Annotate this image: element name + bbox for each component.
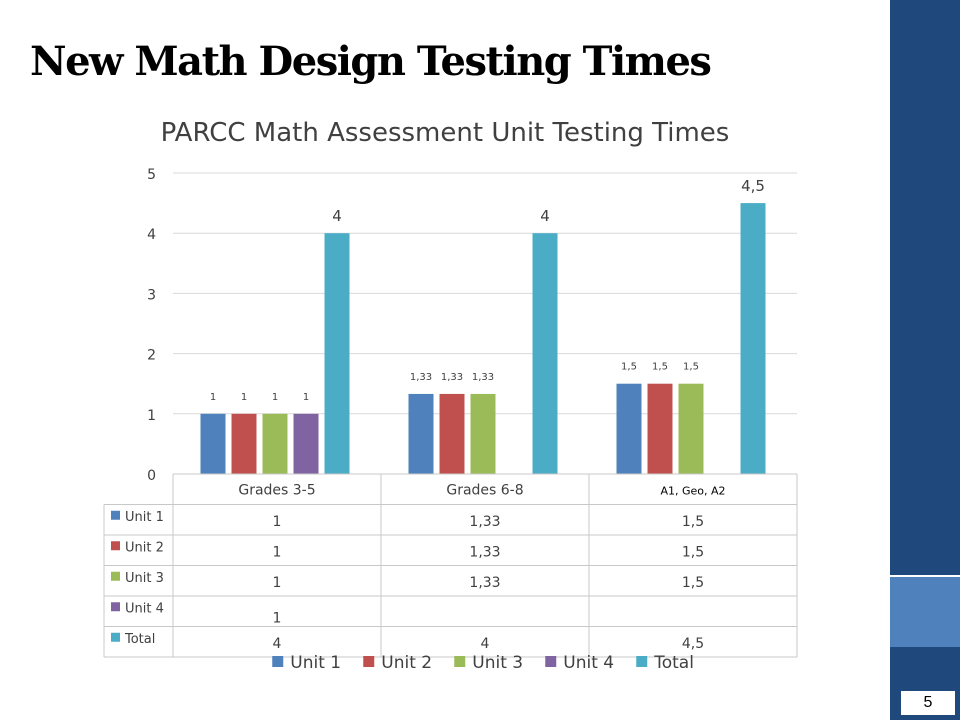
bar bbox=[262, 413, 288, 474]
bar bbox=[647, 383, 673, 474]
data-label: 4,5 bbox=[741, 177, 765, 195]
table-cell: 1 bbox=[273, 544, 282, 560]
data-label: 1,33 bbox=[472, 372, 494, 383]
table-row-label: Unit 1 bbox=[125, 510, 164, 525]
table-cell: 1 bbox=[273, 575, 282, 591]
page-number: 5 bbox=[900, 690, 956, 716]
y-tick-label: 5 bbox=[147, 167, 156, 183]
legend-swatch bbox=[363, 656, 375, 667]
table-row-label: Total bbox=[124, 632, 155, 647]
bar bbox=[293, 413, 319, 474]
bar bbox=[324, 233, 350, 474]
data-label: 1,33 bbox=[441, 372, 463, 383]
data-label: 1,5 bbox=[652, 362, 668, 373]
table-cell: 1,5 bbox=[682, 514, 704, 530]
data-label: 1 bbox=[210, 392, 216, 403]
data-label: 1 bbox=[272, 392, 278, 403]
table-row-label: Unit 3 bbox=[125, 571, 164, 586]
legend-label: Unit 2 bbox=[381, 653, 432, 673]
bar bbox=[408, 393, 434, 474]
bar bbox=[200, 413, 226, 474]
y-tick-label: 2 bbox=[147, 348, 156, 364]
table-legend-key bbox=[111, 510, 120, 520]
table-cell: 4,5 bbox=[682, 636, 704, 652]
table-legend-key bbox=[111, 571, 120, 581]
data-label: 1,5 bbox=[683, 362, 699, 373]
y-tick-label: 0 bbox=[147, 468, 156, 484]
y-tick-label: 1 bbox=[147, 408, 156, 424]
bar bbox=[532, 233, 558, 474]
legend-label: Unit 3 bbox=[472, 653, 523, 673]
bar bbox=[616, 383, 642, 474]
y-tick-label: 4 bbox=[147, 227, 156, 243]
bar bbox=[439, 393, 465, 474]
data-label: 1,5 bbox=[621, 362, 637, 373]
sidebar-divider bbox=[890, 575, 960, 577]
sidebar-accent-band bbox=[890, 577, 960, 647]
y-tick-label: 3 bbox=[147, 287, 156, 303]
legend-label: Unit 4 bbox=[563, 653, 614, 673]
legend-swatch bbox=[636, 656, 648, 667]
table-cell: 1,33 bbox=[469, 575, 500, 591]
chart-title: PARCC Math Assessment Unit Testing Times bbox=[160, 118, 730, 148]
table-legend-key bbox=[111, 541, 120, 551]
table-header-cell: Grades 6-8 bbox=[446, 482, 523, 498]
table-header-cell: A1, Geo, A2 bbox=[660, 484, 725, 497]
table-cell: 1 bbox=[273, 610, 282, 626]
table-cell: 1,33 bbox=[469, 544, 500, 560]
bar bbox=[231, 413, 257, 474]
legend-swatch bbox=[272, 656, 284, 667]
bar bbox=[470, 393, 496, 474]
table-legend-key bbox=[111, 632, 120, 642]
table-row-label: Unit 2 bbox=[125, 540, 164, 555]
table-cell: 1 bbox=[273, 514, 282, 530]
bar-chart: 0 1 2 3 4 5 1 1 1 1 4 1,33 1,33 1,33 4 1,5 1,5 1,5 4,5 Grad… bbox=[103, 167, 798, 673]
data-label: 1 bbox=[241, 392, 247, 403]
legend-swatch bbox=[545, 656, 557, 667]
table-cell: 4 bbox=[273, 636, 282, 652]
bar bbox=[678, 383, 704, 474]
table-cell: 1,5 bbox=[682, 544, 704, 560]
legend-label: Unit 1 bbox=[290, 653, 341, 673]
table-legend-key bbox=[111, 602, 120, 612]
data-label: 1 bbox=[303, 392, 309, 403]
legend-swatch bbox=[454, 656, 466, 667]
legend-label: Total bbox=[653, 653, 694, 673]
data-label: 1,33 bbox=[410, 372, 432, 383]
table-header-cell: Grades 3-5 bbox=[238, 482, 315, 498]
bar bbox=[740, 203, 766, 474]
slide-title: New Math Design Testing Times bbox=[30, 38, 712, 85]
data-label: 4 bbox=[332, 207, 342, 225]
table-cell: 1,5 bbox=[682, 575, 704, 591]
table-row-label: Unit 4 bbox=[125, 601, 164, 616]
table-cell: 4 bbox=[481, 636, 490, 652]
table-cell: 1,33 bbox=[469, 514, 500, 530]
data-label: 4 bbox=[540, 207, 550, 225]
